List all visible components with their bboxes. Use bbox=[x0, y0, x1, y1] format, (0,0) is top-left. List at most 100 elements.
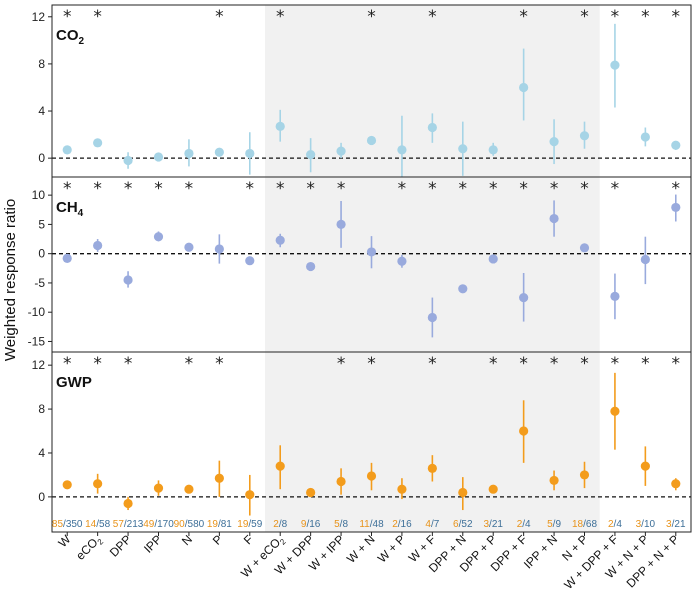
observation-count: 213 bbox=[127, 519, 144, 530]
study-count: 57 bbox=[113, 519, 125, 530]
sample-size-label: 49/170 bbox=[143, 519, 174, 530]
data-point: DPP + N: 0.4 bbox=[458, 487, 468, 498]
panel-title: CO2 bbox=[56, 27, 85, 47]
y-tick-label: 4 bbox=[38, 104, 45, 118]
observation-count: 10 bbox=[644, 519, 656, 530]
sample-size-label: 2/8 bbox=[273, 519, 287, 530]
significance-star: * bbox=[154, 179, 163, 199]
significance-star: * bbox=[63, 7, 72, 27]
observation-count: 21 bbox=[674, 519, 686, 530]
significance-star: * bbox=[367, 354, 376, 374]
significance-star: * bbox=[672, 354, 681, 374]
observation-count: 8 bbox=[342, 519, 348, 530]
sample-size-label: 3/21 bbox=[666, 519, 686, 530]
observation-count: 48 bbox=[373, 519, 385, 530]
data-point: eCO2: 1.4 bbox=[93, 240, 103, 251]
data-point: N: 0.4 bbox=[184, 148, 194, 159]
significance-star: * bbox=[337, 354, 346, 374]
study-count: 19 bbox=[237, 519, 249, 530]
sample-size-label: 57/213 bbox=[113, 519, 144, 530]
significance-star: * bbox=[489, 179, 498, 199]
data-point: W + IPP: 1.4 bbox=[336, 476, 346, 487]
data-point: N + P: 2 bbox=[579, 470, 590, 480]
count-separator: / bbox=[641, 519, 644, 530]
x-tick-label-subscript: 2 bbox=[96, 537, 106, 547]
sample-size-label: 4/7 bbox=[425, 519, 439, 530]
data-point: P: 1.7 bbox=[214, 473, 224, 483]
count-separator: / bbox=[248, 519, 251, 530]
count-separator: / bbox=[489, 519, 492, 530]
significance-star: * bbox=[124, 179, 133, 199]
sample-size-label: 11/48 bbox=[359, 519, 384, 530]
data-point: W + N + P: -1 bbox=[640, 254, 650, 265]
y-tick-label: 0 bbox=[38, 247, 45, 261]
panel-title: CH4 bbox=[56, 199, 84, 219]
study-count: 3 bbox=[636, 519, 642, 530]
study-count: 90 bbox=[174, 519, 186, 530]
count-separator: / bbox=[63, 519, 66, 530]
study-count: 3 bbox=[483, 519, 489, 530]
data-point: W + N: 0.3 bbox=[366, 247, 377, 257]
observation-count: 81 bbox=[221, 519, 233, 530]
shaded-region bbox=[265, 352, 600, 532]
significance-star: * bbox=[306, 179, 315, 199]
sample-size-label: 9/16 bbox=[301, 519, 321, 530]
study-count: 85 bbox=[52, 519, 64, 530]
observation-count: 170 bbox=[157, 519, 174, 530]
data-point: IPP: 0.1 bbox=[153, 152, 164, 162]
count-separator: / bbox=[306, 519, 309, 530]
significance-star: * bbox=[93, 354, 102, 374]
y-tick-label: -10 bbox=[28, 305, 46, 319]
y-tick-label: -5 bbox=[34, 276, 45, 290]
significance-star: * bbox=[93, 7, 102, 27]
data-point: W: -0.8 bbox=[62, 253, 72, 263]
significance-star: * bbox=[367, 7, 376, 27]
data-point: DPP + N + P: 1.1 bbox=[671, 140, 681, 150]
data-point: DPP + N: -6 bbox=[458, 284, 468, 294]
significance-star: * bbox=[185, 179, 194, 199]
data-point: F: -1.2 bbox=[245, 256, 255, 266]
data-point: W + eCO2: 2.8 bbox=[275, 461, 285, 471]
data-point: DPP: -0.2 bbox=[123, 155, 133, 166]
x-tick-label: F bbox=[241, 532, 256, 547]
observation-count: 58 bbox=[99, 519, 111, 530]
study-count: 5 bbox=[334, 519, 340, 530]
y-tick-label: -15 bbox=[28, 334, 46, 348]
panel-title: GWP bbox=[56, 374, 92, 391]
x-tick-label: IPP + N bbox=[521, 532, 560, 571]
panels: 04812W: 0.7 *eCO2: 1.3 *DPP: -0.2IPP: 0.1N… bbox=[28, 4, 692, 533]
data-point: W + F: -10.9 bbox=[427, 312, 437, 323]
count-separator: / bbox=[279, 519, 282, 530]
significance-star: * bbox=[550, 354, 559, 374]
panel-title-subscript: 2 bbox=[79, 36, 85, 47]
study-count: 3 bbox=[666, 519, 672, 530]
study-count: 2 bbox=[517, 519, 523, 530]
count-separator: / bbox=[370, 519, 373, 530]
data-point: W + IPP: 0.6 bbox=[336, 146, 346, 156]
data-point: DPP + F: 6 bbox=[519, 82, 529, 93]
data-point: W + P: -1.3 bbox=[397, 256, 407, 266]
data-point: W + P: 0.7 bbox=[397, 484, 407, 494]
data-point: W + DPP: 0.3 bbox=[306, 150, 316, 160]
significance-star: * bbox=[63, 354, 72, 374]
significance-star: * bbox=[428, 7, 437, 27]
observation-count: 9 bbox=[555, 519, 561, 530]
y-tick-label: 10 bbox=[32, 188, 46, 202]
data-point: DPP + F: -7.5 bbox=[519, 292, 529, 303]
observation-count: 52 bbox=[461, 519, 473, 530]
y-tick-label: 0 bbox=[38, 151, 45, 165]
count-separator: / bbox=[218, 519, 221, 530]
y-tick-label: 5 bbox=[38, 217, 45, 231]
sample-size-label: 2/4 bbox=[608, 519, 622, 530]
significance-star: * bbox=[215, 354, 224, 374]
data-point: DPP + N + P: 1.2 bbox=[671, 479, 681, 489]
count-separator: / bbox=[614, 519, 617, 530]
significance-star: * bbox=[489, 354, 498, 374]
x-axis: 85/350 14/58 57/213 49/170 90/580 19/81 19/59 2… bbox=[52, 519, 686, 592]
significance-star: * bbox=[519, 354, 528, 374]
x-tick-label: N bbox=[179, 532, 195, 548]
sample-size-label: 18/68 bbox=[572, 519, 597, 530]
x-tick-label: W bbox=[55, 532, 73, 550]
y-tick-label: 12 bbox=[32, 10, 46, 24]
study-count: 18 bbox=[572, 519, 584, 530]
